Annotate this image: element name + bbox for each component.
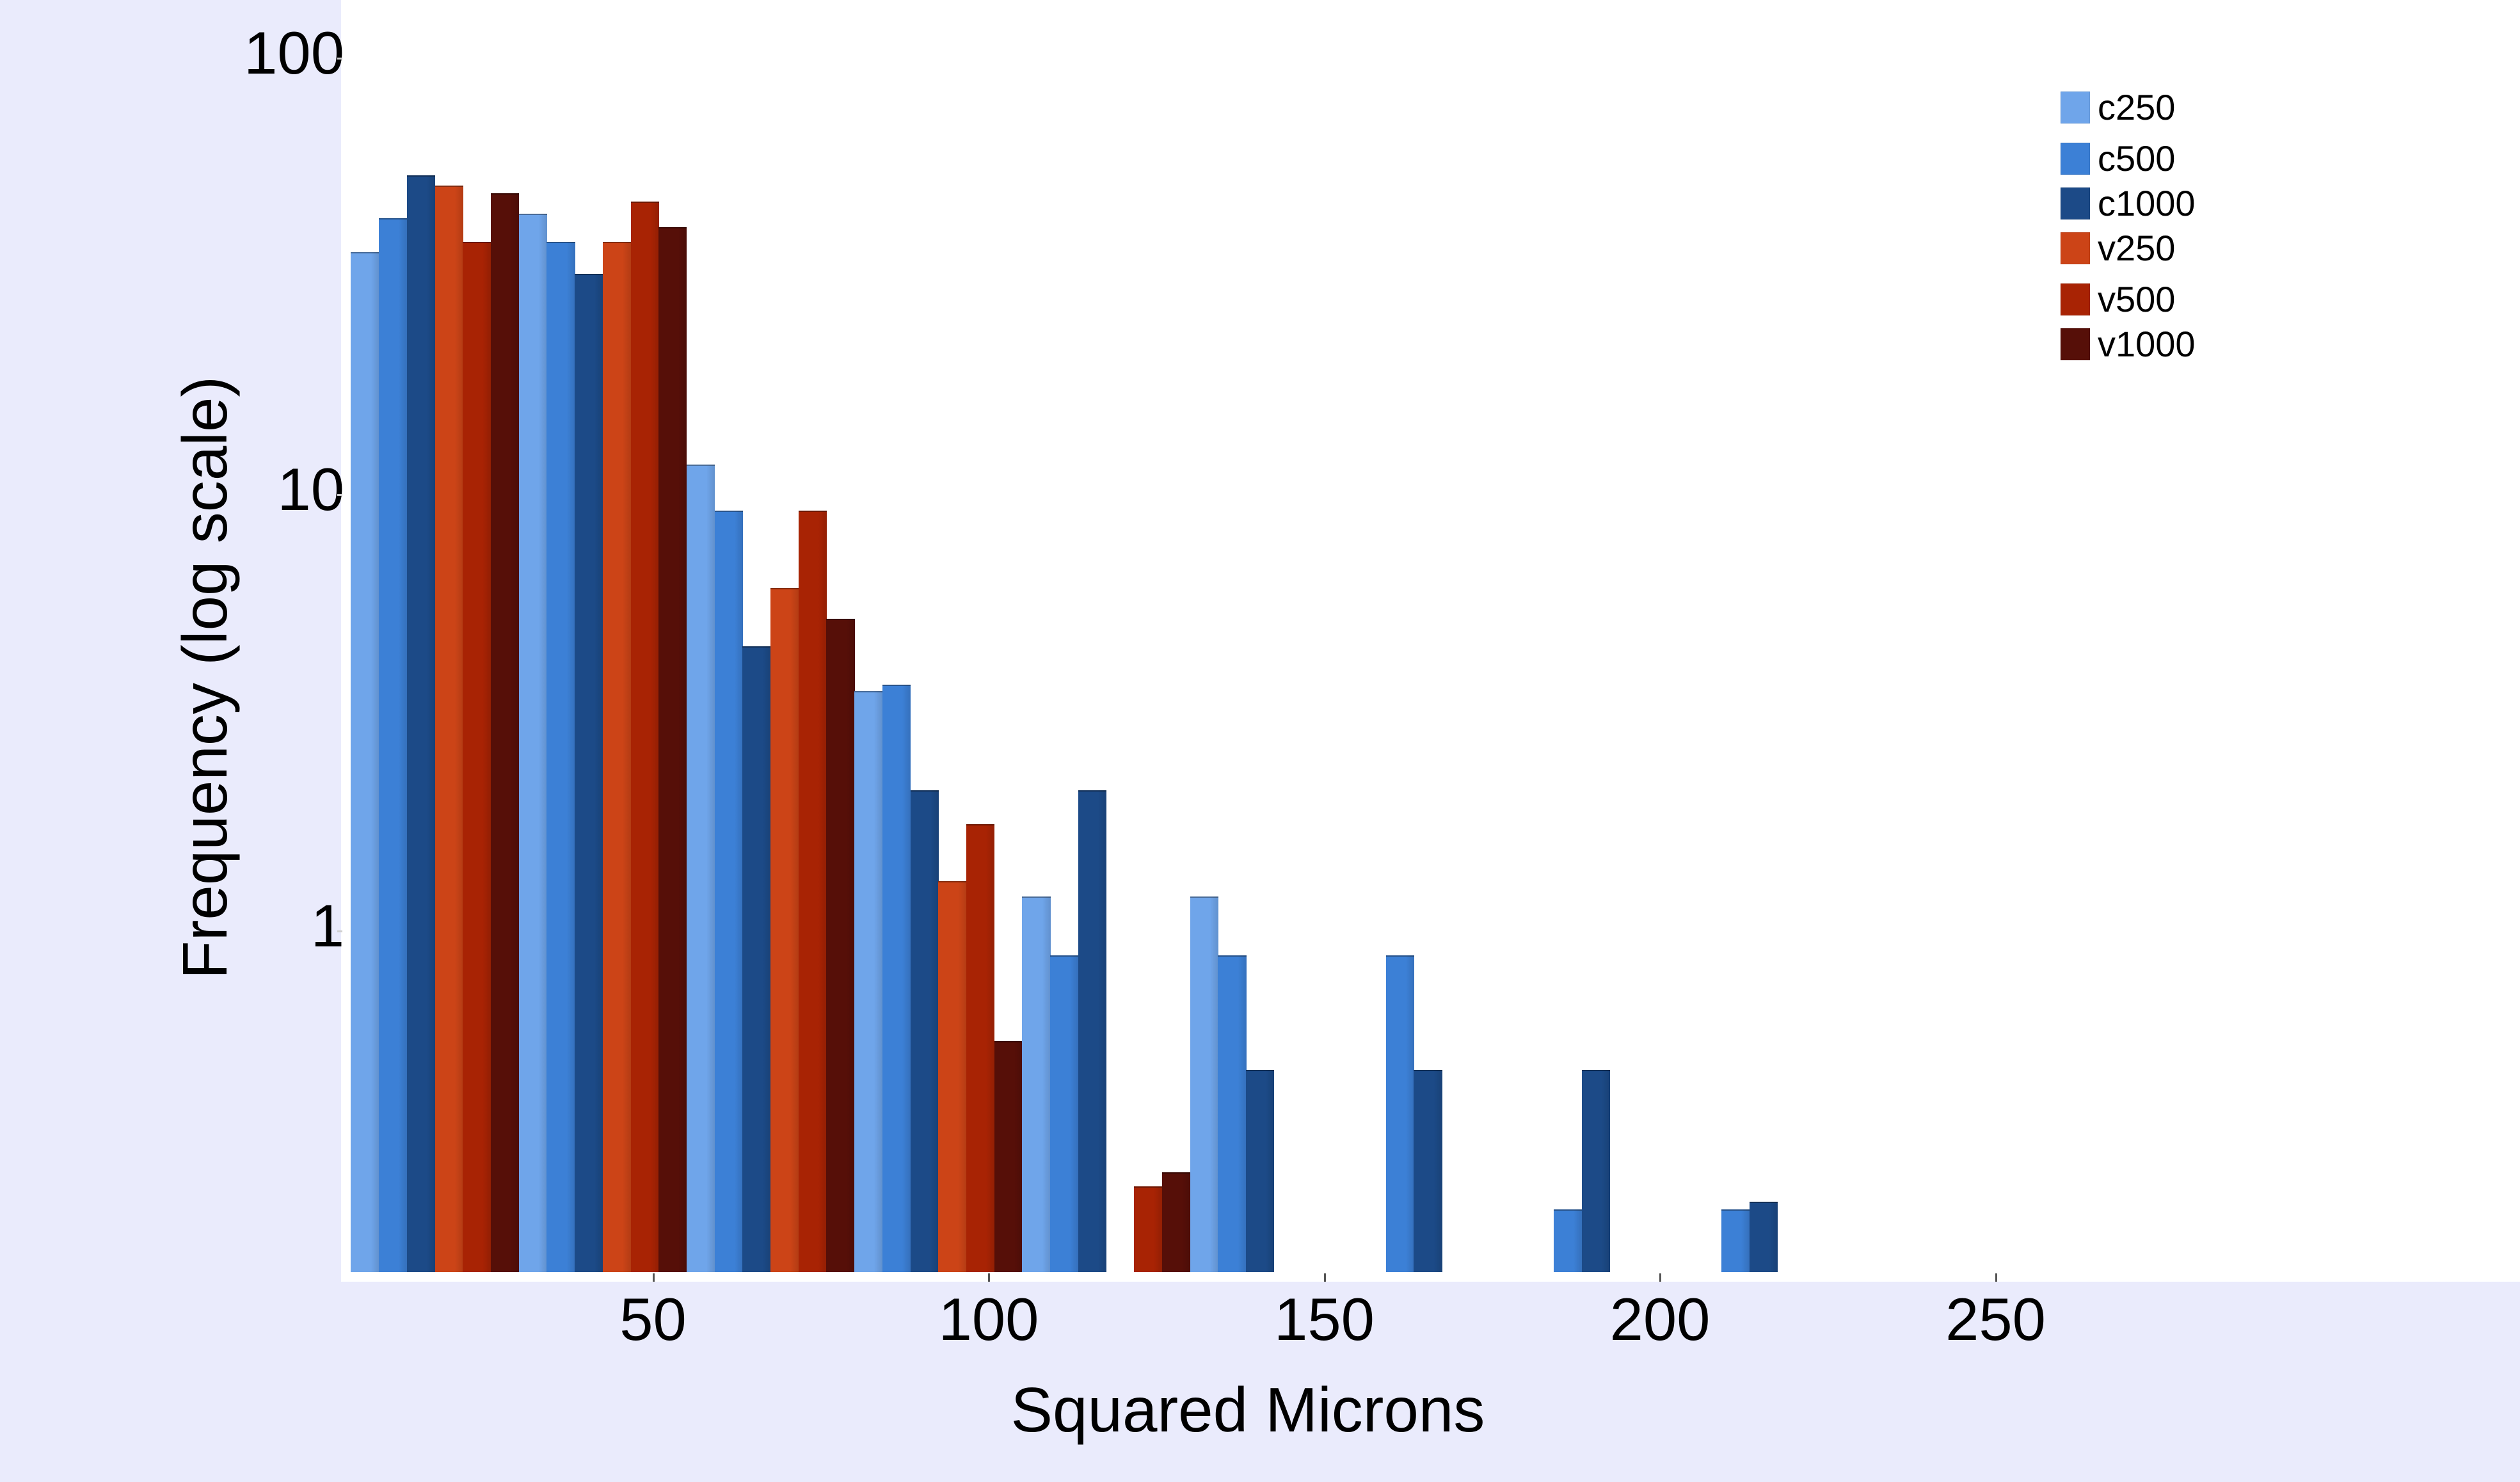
bar-c500 xyxy=(379,218,408,1272)
x-tick-mark xyxy=(1323,1273,1326,1282)
legend-swatch xyxy=(2061,328,2090,360)
legend-item-v250: v250 xyxy=(2061,229,2175,267)
bar-c250 xyxy=(518,214,547,1272)
legend-label: v500 xyxy=(2098,279,2176,319)
bar-c250 xyxy=(1190,896,1218,1272)
bar-c250 xyxy=(686,465,715,1272)
bar-c500 xyxy=(1721,1209,1750,1272)
legend-swatch xyxy=(2061,92,2090,124)
legend-label: c1000 xyxy=(2098,183,2196,223)
legend-item-c500: c500 xyxy=(2061,139,2175,178)
bar-c1000 xyxy=(1414,1070,1442,1272)
bar-c500 xyxy=(882,684,911,1272)
bar-v500 xyxy=(463,241,491,1272)
bar-v1000 xyxy=(1161,1172,1191,1272)
legend-item-c1000: c1000 xyxy=(2061,184,2196,223)
bar-c500 xyxy=(1385,955,1414,1272)
bar-c250 xyxy=(351,251,379,1272)
legend-swatch xyxy=(2061,187,2090,219)
bar-c500 xyxy=(546,241,575,1272)
y-tick-label: 1 xyxy=(310,892,344,959)
bar-c1000 xyxy=(742,646,771,1272)
y-axis-label: Frequency (log scale) xyxy=(170,376,240,980)
x-tick-label: 100 xyxy=(938,1286,1039,1353)
legend-swatch xyxy=(2061,283,2090,315)
bar-c500 xyxy=(1553,1209,1583,1272)
bar-c500 xyxy=(1050,955,1079,1272)
bar-v1000 xyxy=(490,193,520,1272)
x-tick-mark xyxy=(1995,1273,1997,1282)
y-tick-label: 100 xyxy=(244,19,344,86)
legend-item-v1000: v1000 xyxy=(2061,325,2196,363)
bar-c1000 xyxy=(575,274,603,1272)
bar-c1000 xyxy=(1581,1070,1610,1272)
bar-v500 xyxy=(798,510,827,1272)
bar-v250 xyxy=(435,186,463,1272)
bar-v250 xyxy=(938,881,967,1272)
bar-v1000 xyxy=(658,227,687,1272)
legend-label: v1000 xyxy=(2098,324,2196,364)
bar-c1000 xyxy=(1078,790,1107,1272)
bar-v250 xyxy=(770,588,799,1272)
x-tick-label: 250 xyxy=(1945,1286,2046,1353)
x-tick-label: 150 xyxy=(1274,1286,1375,1353)
bar-c500 xyxy=(1218,955,1247,1272)
bar-v1000 xyxy=(994,1040,1023,1272)
y-tick-label: 10 xyxy=(277,456,344,523)
y-tick-mark xyxy=(337,494,342,496)
legend-swatch xyxy=(2061,143,2090,175)
bar-c1000 xyxy=(1749,1201,1778,1272)
bar-c1000 xyxy=(1246,1070,1275,1272)
bar-v1000 xyxy=(826,618,855,1272)
x-tick-label: 200 xyxy=(1609,1286,1711,1353)
legend-item-c250: c250 xyxy=(2061,88,2175,127)
bar-c1000 xyxy=(910,790,939,1272)
x-axis-label: Squared Microns xyxy=(1010,1374,1485,1445)
legend: c250 c500 c1000 v250 v500 v1000 xyxy=(2061,82,2329,619)
x-tick-mark xyxy=(988,1273,990,1282)
y-tick-mark xyxy=(337,930,342,932)
legend-item-v500: v500 xyxy=(2061,280,2175,319)
bar-c250 xyxy=(854,690,883,1272)
bar-v500 xyxy=(630,201,659,1272)
legend-label: c500 xyxy=(2098,138,2176,179)
y-tick-mark xyxy=(337,58,342,60)
x-tick-label: 50 xyxy=(619,1286,687,1353)
bar-c500 xyxy=(714,510,743,1272)
bar-c1000 xyxy=(406,175,436,1272)
bar-v500 xyxy=(966,824,995,1272)
x-tick-mark xyxy=(1659,1273,1661,1282)
legend-swatch xyxy=(2061,232,2090,264)
bar-v500 xyxy=(1134,1186,1163,1272)
x-tick-mark xyxy=(652,1273,655,1282)
legend-label: v250 xyxy=(2098,228,2176,268)
bar-v250 xyxy=(602,241,632,1272)
bar-c250 xyxy=(1022,896,1051,1272)
legend-label: c250 xyxy=(2098,87,2176,127)
